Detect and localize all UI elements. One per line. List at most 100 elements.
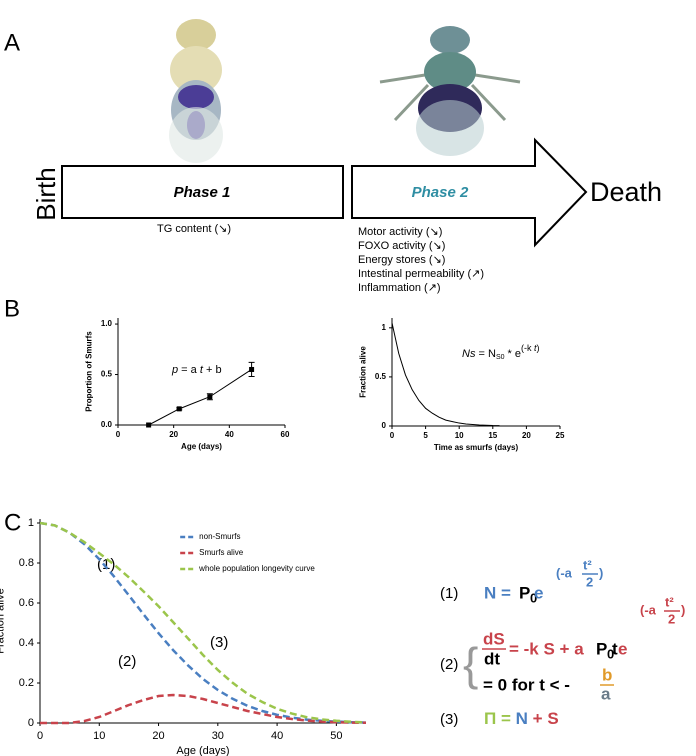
x-axis-label: Age (days) — [181, 442, 222, 451]
x-tick-label: 10 — [93, 730, 105, 742]
y-tick-label: 0.5 — [101, 370, 113, 379]
phase2-note: Energy stores (↘) — [358, 254, 445, 266]
y-axis-label: Proportion of Smurfs — [84, 331, 93, 412]
series-line — [40, 693, 367, 725]
eq-part: N — [516, 709, 528, 728]
eq-part: a — [601, 684, 611, 703]
curve-label: (3) — [210, 634, 228, 651]
annotation-part: p — [171, 364, 178, 376]
annotation-part: = N — [475, 348, 496, 360]
y-tick-label: 0 — [382, 421, 387, 430]
fly-phase2 — [379, 26, 521, 156]
eq-part: N = — [484, 583, 511, 602]
annotation-part: t — [534, 343, 537, 353]
eq-part: e — [534, 583, 543, 602]
y-tick-label: 0.8 — [19, 557, 34, 569]
x-tick-label: 40 — [271, 730, 283, 742]
eq-part: 0 — [607, 646, 614, 661]
eq-part: dS — [483, 629, 505, 648]
eq-label: (3) — [440, 711, 458, 728]
x-axis-label: Time as smurfs (days) — [434, 443, 519, 452]
annotation-part: + b — [203, 364, 222, 376]
y-tick-label: 1 — [28, 517, 34, 529]
x-tick-label: 20 — [522, 431, 531, 440]
eq-part: t² — [665, 594, 674, 609]
phase2-note: Inflammation (↗) — [358, 282, 441, 294]
marker — [249, 366, 255, 372]
x-tick-label: 20 — [152, 730, 164, 742]
panel-label: B — [4, 295, 20, 322]
phase2-note: FOXO activity (↘) — [358, 240, 445, 252]
brace: { — [463, 638, 478, 690]
phase2-note: Intestinal permeability (↗) — [358, 268, 484, 280]
eq-part: 2 — [668, 611, 675, 626]
y-tick-label: 1 — [382, 323, 387, 332]
eq-part: (-a — [556, 565, 573, 580]
annotation-part: = a — [178, 364, 200, 376]
x-tick-label: 60 — [281, 430, 290, 439]
x-tick-label: 20 — [169, 430, 178, 439]
annotation: Ns = NS0 * e(-k t) — [462, 343, 540, 360]
series-line — [39, 521, 367, 724]
x-tick-label: 50 — [330, 730, 342, 742]
y-axis-label: Fraction alive — [358, 346, 367, 398]
fly-phase1 — [169, 19, 223, 163]
phase2-arrow — [351, 137, 588, 248]
x-axis-label: Age (days) — [176, 745, 229, 756]
y-tick-label: 0.5 — [375, 372, 387, 381]
annotation-part: t — [200, 364, 204, 376]
phase2-title: Phase 2 — [412, 184, 469, 201]
x-tick-label: 0 — [37, 730, 43, 742]
y-tick-label: 0.0 — [101, 420, 113, 429]
eq-label: (1) — [440, 585, 458, 602]
eq-part: (-a — [640, 602, 657, 617]
y-tick-label: 1.0 — [101, 319, 113, 328]
panel-label: C — [4, 509, 21, 536]
end-label: Death — [590, 177, 662, 207]
panel-label: A — [4, 29, 20, 56]
eq-label: (2) — [440, 656, 458, 673]
eq-part: 0 — [530, 590, 537, 605]
x-tick-label: 10 — [455, 431, 464, 440]
y-tick-label: 0.6 — [19, 597, 34, 609]
annotation-part: * e — [505, 348, 522, 360]
annotation-part: ) — [537, 343, 540, 353]
marker — [146, 422, 152, 428]
equation: Π = N + S — [484, 709, 559, 728]
marker — [176, 406, 182, 412]
y-tick-label: 0.2 — [19, 677, 34, 689]
eq-part: P — [519, 583, 530, 602]
eq-part: dt — [484, 649, 500, 668]
series-line — [391, 322, 500, 427]
eq-part: t² — [583, 557, 592, 572]
x-tick-label: 30 — [212, 730, 224, 742]
phase1-title: Phase 1 — [174, 184, 231, 201]
eq-part: = 0 for t < - — [483, 675, 570, 694]
y-axis-label: Fraction alive — [0, 588, 6, 653]
annotation-part: Ns — [462, 348, 476, 360]
x-tick-label: 40 — [225, 430, 234, 439]
annotation: p = a t + b — [171, 364, 222, 376]
legend-label: Smurfs alive — [199, 548, 244, 557]
start-label: Birth — [31, 167, 61, 220]
legend-label: whole population longevity curve — [198, 564, 315, 573]
eq-part: t — [612, 639, 618, 658]
eq-part: ) — [599, 565, 603, 580]
annotation-part: (-k — [521, 343, 534, 353]
annotation-part: S0 — [496, 354, 505, 361]
y-tick-label: 0.4 — [19, 637, 34, 649]
eq-part: e — [618, 639, 627, 658]
curve-label: (2) — [118, 653, 136, 670]
eq-part: b — [602, 665, 612, 684]
y-tick-label: 0 — [28, 717, 34, 729]
phase2-note: Motor activity (↘) — [358, 226, 442, 238]
eq-part: 2 — [586, 574, 593, 589]
x-tick-label: 25 — [556, 431, 565, 440]
curve-label: (1) — [97, 556, 115, 573]
eq-part: ) — [681, 602, 685, 617]
legend-label: non-Smurfs — [199, 532, 240, 541]
eq-part: P — [596, 639, 607, 658]
phase1-note: TG content (↘) — [157, 223, 231, 235]
eq-part: S — [547, 709, 558, 728]
